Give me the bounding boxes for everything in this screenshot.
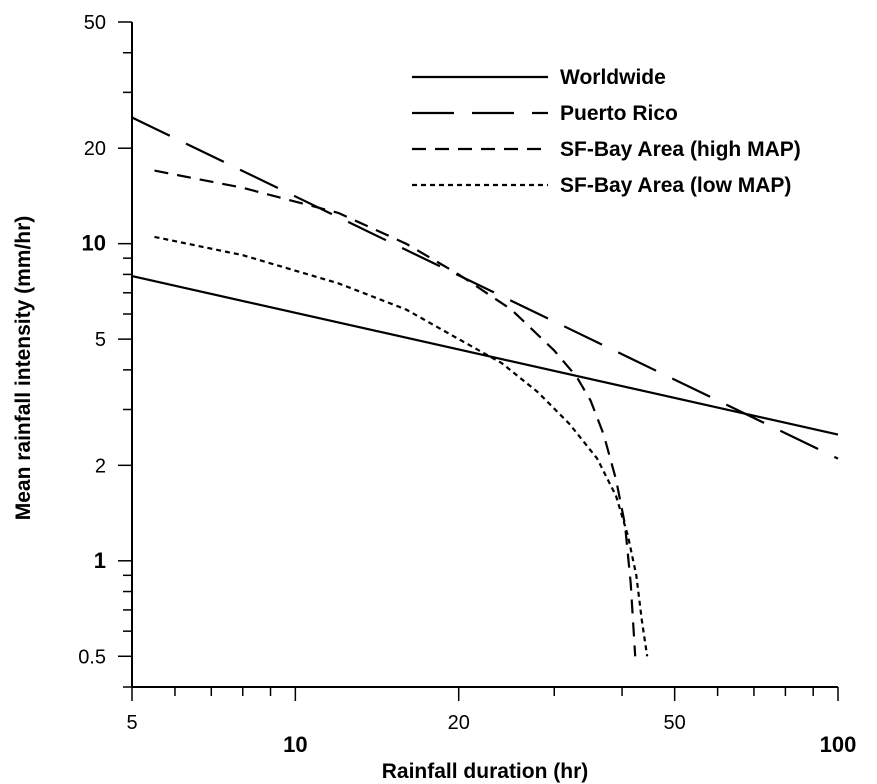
series-line [131,116,839,460]
y-tick-label: 1 [94,548,106,573]
y-tick-label: 5 [95,329,106,351]
legend: Worldwide Puerto Rico SF-Bay Area (high MA… [412,66,801,197]
y-tick-label: 20 [84,138,106,160]
series-group [131,116,839,657]
x-tick-label: 50 [664,712,686,734]
axes: 0.5 1 2 5 10 20 50 5 10 20 50 100 [78,12,856,757]
legend-label: SF-Bay Area (low MAP) [560,174,791,197]
series-line [131,275,839,436]
x-tick-label: 5 [126,712,137,734]
series-line [154,235,649,657]
y-tick-label: 50 [84,12,106,34]
x-tick-label: 100 [820,732,857,757]
series-line [154,169,637,657]
legend-label: Puerto Rico [560,102,678,125]
y-tick-label: 0.5 [78,646,106,668]
y-tick-label: 2 [95,455,106,477]
x-axis-title: Rainfall duration (hr) [382,760,589,783]
y-tick-label: 10 [82,231,106,256]
y-axis-title: Mean rainfall intensity (mm/hr) [12,216,35,521]
legend-label: Worldwide [560,66,666,89]
x-tick-label: 20 [448,712,470,734]
x-tick-label: 10 [283,732,307,757]
legend-label: SF-Bay Area (high MAP) [560,138,801,161]
